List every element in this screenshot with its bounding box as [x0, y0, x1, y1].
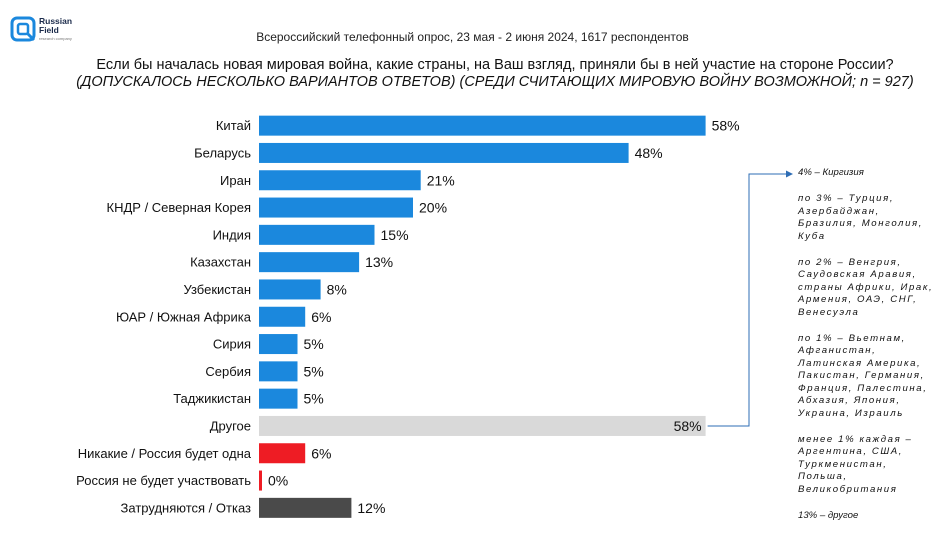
- other-breakdown-item: по 3% – Турция, Азербайджан, Бразилия, М…: [798, 193, 923, 242]
- category-label: Беларусь: [194, 145, 251, 160]
- category-label: Иран: [220, 173, 251, 188]
- bar: [259, 306, 306, 327]
- other-connector-line: [707, 173, 786, 427]
- value-label: 5%: [304, 336, 324, 352]
- category-label: Затрудняются / Отказ: [121, 500, 251, 515]
- brand-name: Russian Field: [39, 17, 72, 35]
- category-label: Китай: [216, 118, 251, 133]
- value-label: 6%: [311, 445, 331, 461]
- category-label: Сербия: [205, 364, 251, 379]
- brand-logo: Russian Field research company: [8, 14, 98, 46]
- question-note: (ДОПУСКАЛОСЬ НЕСКОЛЬКО ВАРИАНТОВ ОТВЕТОВ…: [76, 74, 914, 90]
- other-breakdown-item: 4% – Киргизия: [798, 167, 864, 178]
- category-label: КНДР / Северная Корея: [107, 200, 251, 215]
- brand-name-line1: Russian: [39, 16, 73, 26]
- category-label: Узбекистан: [183, 282, 251, 297]
- value-label: 5%: [304, 391, 324, 407]
- bar: [259, 197, 413, 218]
- bar: [259, 361, 298, 382]
- value-label: 58%: [712, 118, 740, 134]
- other-breakdown-item: по 1% – Вьетнам, Афганистан, Латинская А…: [798, 333, 928, 419]
- category-label: Таджикистан: [173, 391, 251, 406]
- bar: [259, 443, 306, 464]
- survey-info: Всероссийский телефонный опрос, 23 мая -…: [256, 30, 689, 44]
- bar: [259, 415, 706, 436]
- value-label: 58%: [674, 418, 702, 434]
- bar: [259, 388, 298, 409]
- value-label: 5%: [304, 363, 324, 379]
- category-label: Никакие / Россия будет одна: [78, 446, 252, 461]
- bar: [259, 334, 298, 355]
- value-label: 15%: [381, 227, 409, 243]
- value-label: 20%: [419, 200, 447, 216]
- bar: [259, 497, 352, 518]
- bar: [259, 252, 360, 273]
- other-breakdown-item: менее 1% каждая – Аргентина, США, Туркме…: [798, 433, 913, 495]
- bar: [259, 470, 262, 491]
- bar: [259, 115, 706, 136]
- other-breakdown: 4% – Киргизия по 3% – Турция, Азербайджа…: [798, 167, 938, 536]
- value-label: 0%: [268, 473, 288, 489]
- value-label: 48%: [635, 145, 663, 161]
- category-label: ЮАР / Южная Африка: [116, 309, 252, 324]
- brand-tagline: research company: [39, 36, 72, 41]
- arrow-head-icon: [786, 170, 793, 178]
- category-label: Индия: [213, 227, 251, 242]
- bar: [259, 224, 375, 245]
- value-label: 13%: [365, 254, 393, 270]
- question-title: Если бы началась новая мировая война, ка…: [70, 57, 920, 91]
- bar: [259, 170, 421, 191]
- value-label: 21%: [427, 172, 455, 188]
- bar: [259, 279, 321, 300]
- value-label: 12%: [357, 500, 385, 516]
- question-main: Если бы началась новая мировая война, ка…: [96, 57, 894, 73]
- bar: [259, 142, 629, 163]
- category-label: Россия не будет участвовать: [76, 473, 251, 488]
- value-label: 6%: [311, 309, 331, 325]
- brand-name-line2: Field: [39, 25, 59, 35]
- category-label: Другое: [210, 418, 251, 433]
- category-label: Казахстан: [190, 255, 251, 270]
- category-label: Сирия: [213, 337, 251, 352]
- other-breakdown-item: по 2% – Венгрия, Саудовская Аравия, стра…: [798, 257, 934, 318]
- value-label: 8%: [327, 281, 347, 297]
- brand-mark-icon: [10, 16, 36, 42]
- other-breakdown-item: 13% – другое: [798, 509, 859, 521]
